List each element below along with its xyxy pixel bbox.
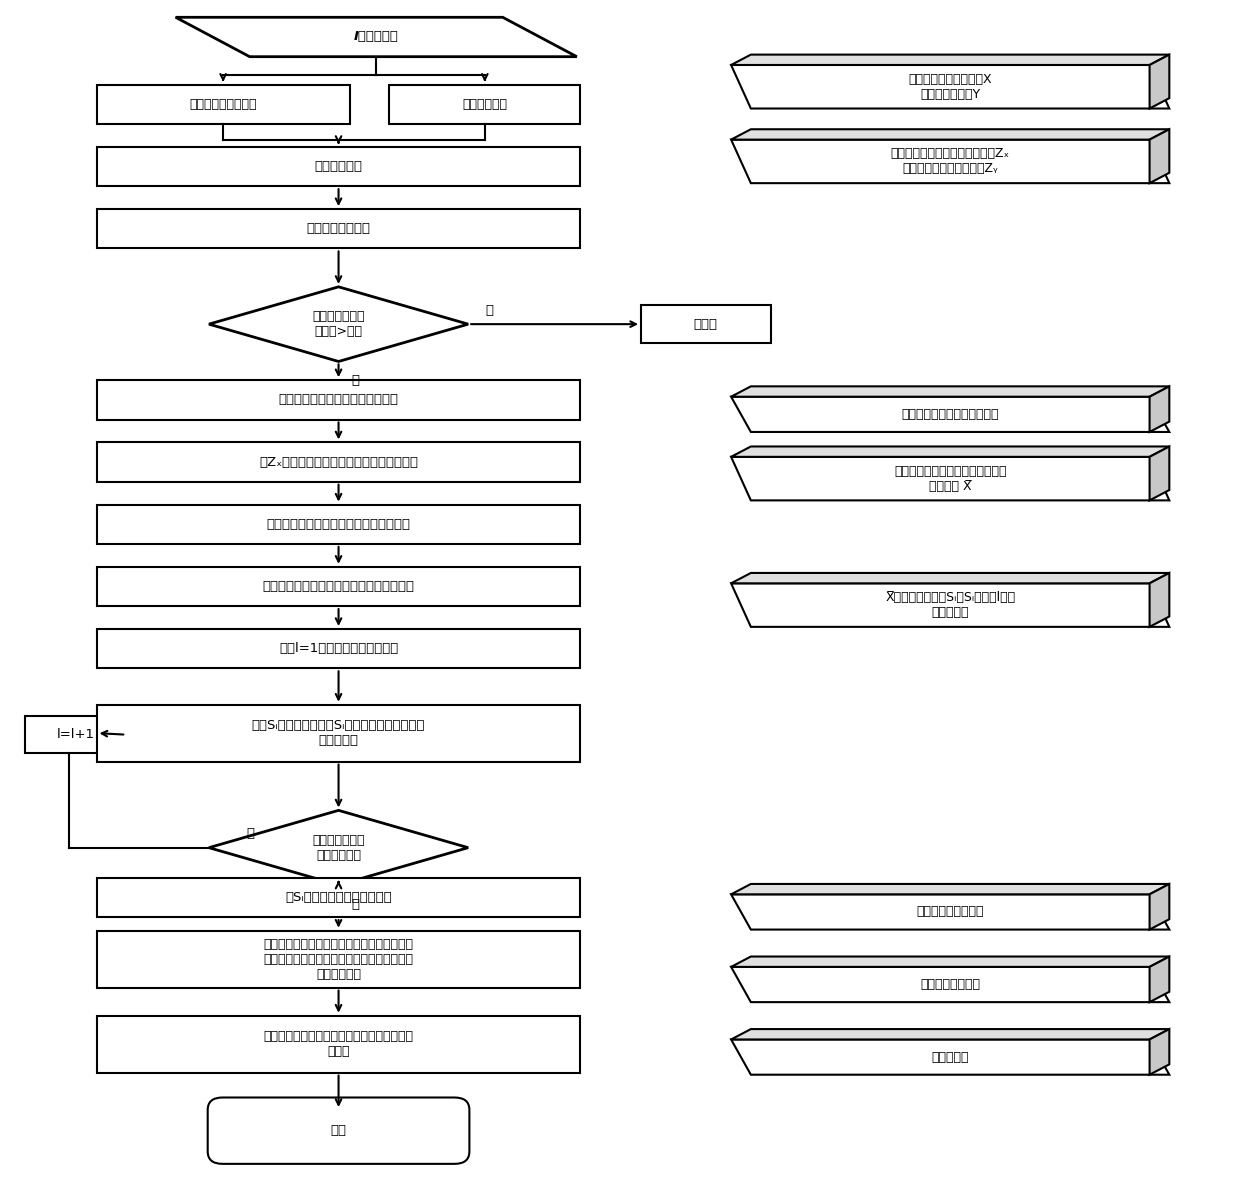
FancyBboxPatch shape — [97, 878, 580, 917]
Polygon shape — [176, 18, 577, 56]
Polygon shape — [732, 386, 1169, 397]
Text: 最佳本征模式分量做峰值检测获取视频心率检
测结果: 最佳本征模式分量做峰值检测获取视频心率检 测结果 — [264, 1030, 414, 1058]
Text: 将Sᵢ加入候选本征模式分量集: 将Sᵢ加入候选本征模式分量集 — [285, 891, 392, 904]
Polygon shape — [1149, 1029, 1169, 1075]
Polygon shape — [1149, 446, 1169, 500]
FancyBboxPatch shape — [97, 1016, 580, 1072]
Polygon shape — [732, 1039, 1169, 1075]
Text: I帧视频图像: I帧视频图像 — [353, 31, 398, 44]
Polygon shape — [732, 966, 1169, 1002]
Polygon shape — [732, 884, 1169, 895]
FancyBboxPatch shape — [25, 716, 126, 753]
Text: 加入环境光变化的典型相关变量集: 加入环境光变化的典型相关变量集 — [279, 393, 398, 406]
Polygon shape — [732, 446, 1169, 457]
Text: 计算Sᵢ的频谱图，获取Sᵢ的频谱图最大幅值对应
的频率分量: 计算Sᵢ的频谱图，获取Sᵢ的频谱图最大幅值对应 的频率分量 — [252, 719, 425, 747]
Text: 将Zₓ中环境光变化典型相关变量置零，重构: 将Zₓ中环境光变化典型相关变量置零，重构 — [259, 455, 418, 468]
FancyBboxPatch shape — [97, 705, 580, 762]
Text: 是: 是 — [351, 374, 358, 387]
Text: 是: 是 — [351, 898, 358, 911]
Polygon shape — [732, 140, 1169, 184]
Text: 否: 否 — [485, 304, 494, 317]
Polygon shape — [732, 129, 1169, 140]
Text: 结束: 结束 — [331, 1124, 346, 1137]
Text: 面部感兴趣区域提取: 面部感兴趣区域提取 — [190, 98, 257, 111]
Text: 频率分量在感兴
趣心率范围内: 频率分量在感兴 趣心率范围内 — [312, 833, 365, 862]
FancyBboxPatch shape — [389, 85, 580, 124]
Polygon shape — [1149, 957, 1169, 1002]
Text: 选取最佳颜色通道的面部感兴趣区域数据: 选取最佳颜色通道的面部感兴趣区域数据 — [267, 518, 410, 531]
FancyBboxPatch shape — [97, 380, 580, 419]
Text: 不处理: 不处理 — [694, 318, 718, 331]
Text: 初始l=1，设定感兴趣心率范围: 初始l=1，设定感兴趣心率范围 — [279, 643, 398, 656]
Text: 候选本征模式分量集: 候选本征模式分量集 — [916, 905, 985, 918]
Text: 设定相关系数閘值: 设定相关系数閘值 — [306, 222, 371, 235]
Polygon shape — [1149, 129, 1169, 184]
FancyBboxPatch shape — [207, 1097, 470, 1164]
Text: 最佳本征模式分量: 最佳本征模式分量 — [920, 978, 980, 991]
Polygon shape — [732, 573, 1169, 584]
Polygon shape — [1149, 54, 1169, 108]
Polygon shape — [732, 584, 1169, 627]
Polygon shape — [732, 397, 1169, 432]
FancyBboxPatch shape — [97, 505, 580, 544]
FancyBboxPatch shape — [97, 931, 580, 988]
Text: 背景区域提取: 背景区域提取 — [463, 98, 507, 111]
FancyBboxPatch shape — [97, 629, 580, 669]
FancyBboxPatch shape — [97, 147, 580, 186]
FancyBboxPatch shape — [97, 210, 580, 248]
Polygon shape — [732, 1029, 1169, 1039]
Text: 不包含环境光变刔的面部感兴趣区
域数据集 X̅: 不包含环境光变刔的面部感兴趣区 域数据集 X̅ — [894, 465, 1007, 493]
Polygon shape — [208, 287, 469, 361]
Polygon shape — [732, 957, 1169, 966]
Polygon shape — [732, 65, 1169, 108]
Text: 视频心率值: 视频心率值 — [931, 1051, 968, 1064]
Text: 面部感兴趣区域数据集X
背景区域数据集Y: 面部感兴趣区域数据集X 背景区域数据集Y — [909, 73, 992, 101]
FancyBboxPatch shape — [97, 85, 350, 124]
Text: 面部感兴趣区域典型相关变量集Zₓ
背景区域典型相关变量集Zᵧ: 面部感兴趣区域典型相关变量集Zₓ 背景区域典型相关变量集Zᵧ — [890, 147, 1009, 175]
Text: 环境光变刔的典型相关变量集: 环境光变刔的典型相关变量集 — [901, 408, 999, 421]
Polygon shape — [1149, 386, 1169, 432]
Polygon shape — [208, 810, 469, 885]
Polygon shape — [732, 895, 1169, 930]
Text: 计算每个候选本征模式频率分量的最大幅值，
选取幅值最大的对应的本征模式分量作为最佳
本征模式分量: 计算每个候选本征模式频率分量的最大幅值， 选取幅值最大的对应的本征模式分量作为最… — [264, 938, 414, 980]
FancyBboxPatch shape — [97, 567, 580, 606]
Text: l=l+1: l=l+1 — [57, 729, 94, 742]
Text: 总体平均经验模态分解法获取本征模式分量: 总体平均经验模态分解法获取本征模式分量 — [263, 580, 414, 593]
Text: 否: 否 — [246, 827, 254, 840]
FancyBboxPatch shape — [97, 443, 580, 481]
Text: 联合盲源分离: 联合盲源分离 — [315, 160, 362, 173]
Polygon shape — [732, 457, 1169, 500]
Text: X̅的本征模式分量Sᵢ，Sᵢ表示第l个本
征模式分量: X̅的本征模式分量Sᵢ，Sᵢ表示第l个本 征模式分量 — [885, 591, 1016, 619]
Text: 典型相关变量相
关系数>閘值: 典型相关变量相 关系数>閘值 — [312, 311, 365, 338]
Polygon shape — [1149, 573, 1169, 627]
FancyBboxPatch shape — [641, 306, 770, 343]
Polygon shape — [732, 54, 1169, 65]
Polygon shape — [1149, 884, 1169, 930]
